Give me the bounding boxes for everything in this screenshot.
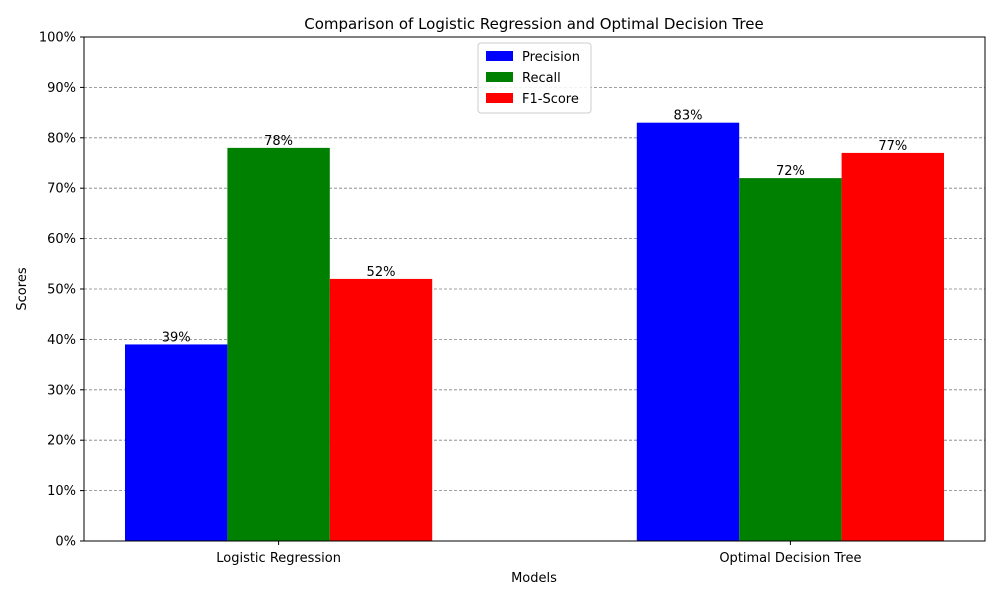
- chart-title: Comparison of Logistic Regression and Op…: [304, 15, 763, 33]
- legend: Precision Recall F1-Score: [477, 42, 592, 114]
- y-tick-label: 90%: [47, 81, 76, 96]
- y-tick-label: 50%: [47, 283, 76, 298]
- bar-precision: [636, 122, 740, 542]
- bar-value-label: 83%: [674, 109, 703, 124]
- bar-value-label: 52%: [367, 265, 396, 280]
- bar-value-label: 78%: [264, 134, 293, 149]
- y-tick-label: 40%: [47, 333, 76, 348]
- legend-swatch: [486, 93, 513, 103]
- legend-swatch: [486, 72, 513, 82]
- legend-swatch: [486, 51, 513, 61]
- y-tick-label: 80%: [47, 131, 76, 146]
- x-tick-label: Optimal Decision Tree: [719, 551, 861, 566]
- legend-entry-label: F1-Score: [522, 92, 579, 107]
- bar-recall: [739, 178, 842, 541]
- y-tick-label: 60%: [47, 232, 76, 247]
- y-tick-label: 0%: [55, 535, 76, 550]
- y-axis: 0% 10% 20% 30% 40% 50% 60% 70% 80% 90% 100%: [39, 31, 84, 550]
- y-axis-label: Scores: [15, 267, 30, 310]
- bar-f1-score: [329, 278, 433, 541]
- legend-entry-label: Recall: [522, 71, 561, 86]
- bar-recall: [227, 147, 330, 541]
- bar-value-label: 72%: [776, 164, 805, 179]
- x-tick-label: Logistic Regression: [216, 551, 341, 566]
- y-tick-label: 70%: [47, 182, 76, 197]
- legend-entry-label: Precision: [522, 50, 580, 65]
- bar-value-label: 77%: [878, 139, 907, 154]
- y-tick-label: 20%: [47, 434, 76, 449]
- y-tick-label: 30%: [47, 383, 76, 398]
- bars-layer: [125, 122, 944, 542]
- y-tick-label: 10%: [47, 484, 76, 499]
- bar-value-label: 39%: [162, 330, 191, 345]
- bar-precision: [125, 344, 228, 541]
- data-labels-layer: 39% 83% 78% 72% 52% 77%: [162, 109, 908, 346]
- bar-f1-score: [841, 152, 944, 542]
- y-tick-label: 100%: [39, 31, 76, 46]
- x-axis-label: Models: [511, 571, 557, 586]
- x-axis: Logistic Regression Optimal Decision Tree: [216, 541, 861, 566]
